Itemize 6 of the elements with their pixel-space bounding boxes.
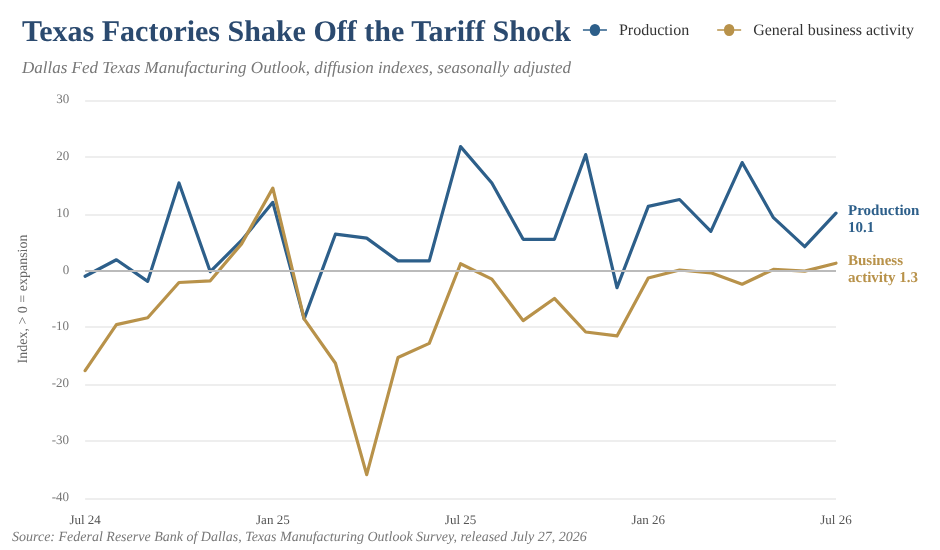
- line-series: [83, 186, 838, 477]
- legend-label: Production: [618, 21, 690, 39]
- legend-label: General business activity: [753, 21, 914, 39]
- chart-subtitle: Dallas Fed Texas Manufacturing Outlook, diffusion indexes, seasonally adjusted: [20, 57, 573, 77]
- line-series: [83, 145, 838, 321]
- chart-title: Texas Factories Shake Off the Tariff Shock: [22, 17, 573, 49]
